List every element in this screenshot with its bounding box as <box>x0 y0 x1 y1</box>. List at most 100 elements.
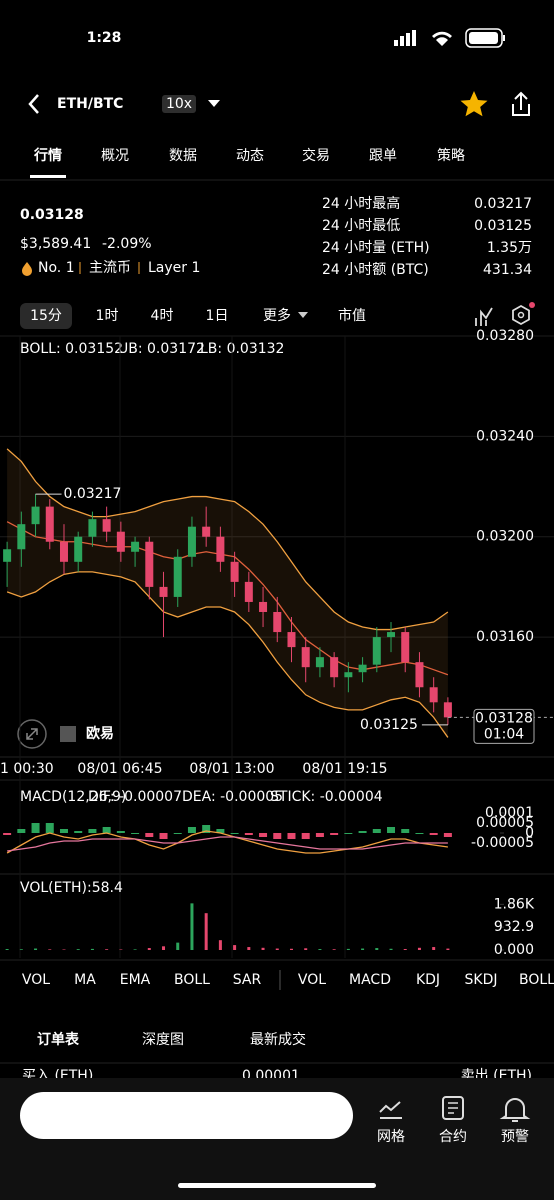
bottom-icon-label[interactable]: 网格 <box>377 1129 405 1145</box>
volume-bar <box>218 940 222 950</box>
indicator[interactable]: MA <box>74 972 96 988</box>
volume-bar <box>19 949 23 950</box>
tab[interactable]: 策略 <box>437 147 465 164</box>
indicator[interactable]: SKDJ <box>465 972 498 988</box>
favorite-icon[interactable] <box>460 91 488 117</box>
fiat-price: $3,589.41 <box>20 236 91 252</box>
grid-icon[interactable] <box>379 1101 402 1119</box>
volume-bar <box>275 948 279 950</box>
indicator-icon[interactable] <box>475 307 493 326</box>
trade-button[interactable] <box>20 1092 353 1139</box>
indicator[interactable]: KDJ <box>416 972 440 988</box>
volume-bar <box>304 948 308 950</box>
y-tick-label: 1.86K <box>494 896 535 912</box>
macd-bar <box>344 833 353 834</box>
tag: Layer 1 <box>148 260 200 276</box>
candle-body <box>244 581 253 602</box>
last-price: 0.03128 <box>20 207 84 223</box>
tab[interactable]: 行情 <box>33 147 62 164</box>
book-tab[interactable]: 深度图 <box>142 1032 184 1048</box>
book-tab[interactable]: 最新成交 <box>250 1031 306 1048</box>
tab[interactable]: 交易 <box>302 147 330 164</box>
candle-body <box>116 531 125 552</box>
indicator[interactable]: VOL <box>22 972 50 988</box>
back-icon[interactable] <box>28 94 39 114</box>
interval[interactable]: 市值 <box>338 307 366 324</box>
candle-body <box>17 524 26 550</box>
candle-body <box>273 611 282 633</box>
candle-body <box>31 506 40 525</box>
tab[interactable]: 数据 <box>169 148 197 164</box>
expand-icon[interactable] <box>17 719 47 749</box>
leverage-badge <box>162 95 196 113</box>
interval[interactable]: 1日 <box>206 308 229 324</box>
x-tick-label: 1 00:30 <box>0 761 54 777</box>
indicator[interactable]: MACD <box>349 972 391 988</box>
volume-bar <box>90 948 94 950</box>
candle-body <box>259 601 268 612</box>
more-icon <box>298 312 308 318</box>
macd-bar <box>358 831 367 833</box>
volume-bar <box>105 949 109 950</box>
settings-icon[interactable] <box>512 304 530 326</box>
macd-legend: STICK: -0.00004 <box>270 789 383 805</box>
volume-bar <box>318 949 322 950</box>
share-icon[interactable] <box>512 91 530 116</box>
dropdown-icon[interactable] <box>208 100 220 107</box>
tab[interactable]: 动态 <box>236 148 264 164</box>
indicator[interactable]: SAR <box>233 972 262 988</box>
volume-bar <box>432 947 436 950</box>
tab[interactable]: 跟单 <box>369 148 397 164</box>
indicator[interactable]: EMA <box>120 972 151 988</box>
volume-bar <box>446 948 450 950</box>
change: -2.09% <box>102 236 152 252</box>
interval[interactable]: 4时 <box>151 308 174 324</box>
volume-bar <box>162 946 166 950</box>
tab[interactable]: 概况 <box>101 148 129 164</box>
tab-underline <box>30 175 66 178</box>
y-tick-label: 0.03200 <box>476 529 534 545</box>
candle-body <box>173 556 182 597</box>
candle-body <box>401 632 410 663</box>
candle-body <box>202 526 211 537</box>
candle-body <box>358 664 367 673</box>
macd-bar <box>116 831 125 833</box>
volume-bar <box>417 947 421 950</box>
alert-icon[interactable] <box>499 1098 531 1122</box>
indicator[interactable]: BOLL <box>174 972 210 988</box>
high-label: 0.03217 <box>64 486 122 502</box>
macd-bar <box>259 833 268 837</box>
y-tick-label: 0.00005 <box>476 815 534 831</box>
volume-bar <box>176 942 180 950</box>
candle-body <box>287 632 296 648</box>
macd-bar <box>372 829 381 833</box>
bottom-icon-label[interactable]: 合约 <box>439 1129 467 1145</box>
interval[interactable]: 1时 <box>96 308 119 324</box>
bottom-icon-label[interactable]: 预警 <box>501 1129 529 1145</box>
contract-icon[interactable] <box>442 1096 464 1120</box>
macd-bar <box>287 833 296 839</box>
volume-bar <box>247 947 251 950</box>
trade-label[interactable]: 交易 <box>172 1107 200 1124</box>
macd-bar <box>230 833 239 834</box>
book-tab[interactable]: 订单表 <box>37 1031 80 1048</box>
candle-body <box>3 549 12 562</box>
stat-label: 24 小时量 (ETH) <box>322 240 430 256</box>
macd-bar <box>88 829 97 833</box>
volume-bar <box>76 949 80 950</box>
interval[interactable]: 更多 <box>263 307 291 324</box>
volume-bar <box>34 948 38 950</box>
stat-value: 0.03125 <box>474 218 532 234</box>
interval[interactable]: 15分 <box>30 308 62 324</box>
indicator[interactable]: BOLL <box>519 972 554 988</box>
volume-bar <box>361 948 365 950</box>
candle-body <box>88 519 97 537</box>
macd-bar <box>330 833 339 835</box>
candle-body <box>45 506 54 542</box>
indicator[interactable]: VOL <box>298 972 326 988</box>
candle-body <box>429 687 438 703</box>
y-tick-label: 0.03160 <box>476 629 534 645</box>
logo-mark <box>60 726 76 742</box>
candle-body <box>387 632 396 638</box>
